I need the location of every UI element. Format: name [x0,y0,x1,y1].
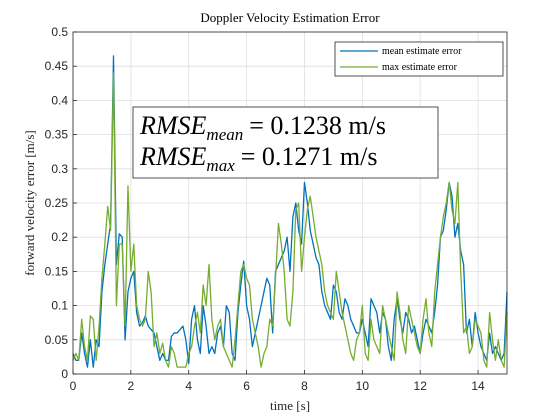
y-tick-label: 0.4 [51,93,68,107]
annotation-line-mean: RMSEmean = 0.1238 m/s [139,111,386,144]
y-tick-label: 0.3 [51,162,68,176]
rmse-subscript-max: max [206,156,235,175]
y-tick-label: 0.25 [45,196,69,210]
x-tick-label: 10 [356,379,370,393]
series-lines [72,55,508,368]
series-line-max [72,72,508,368]
annotation-line-max: RMSEmax = 0.1271 m/s [139,142,377,175]
legend-label-mean: mean estimate error [382,46,462,57]
x-tick-label: 0 [70,379,77,393]
y-tick-label: 0.45 [45,59,69,73]
y-tick-label: 0 [61,367,68,381]
x-tick-label: 6 [243,379,250,393]
legend-box [334,41,504,77]
x-tick-label: 8 [301,379,308,393]
y-tick-label: 0.5 [51,25,68,39]
chart-title: Doppler Velocity Estimation Error [200,10,380,25]
legend-label-max: max estimate error [382,62,458,73]
x-ticks: 0 2 4 6 8 10 12 14 [70,370,485,393]
rmse-symbol: RMSE [139,111,207,140]
y-tick-label: 0.1 [51,299,68,313]
rmse-symbol: RMSE [139,142,207,171]
x-tick-label: 14 [471,379,485,393]
y-tick-label: 0.15 [45,264,69,278]
rmse-value-mean: = 0.1238 m/s [249,111,386,140]
x-axis-label: time [s] [270,398,310,413]
x-tick-label: 4 [185,379,192,393]
y-axis-label: forward velocity error [m/s] [22,130,37,275]
y-tick-label: 0.2 [51,230,68,244]
legend: mean estimate error max estimate error [334,41,504,77]
rmse-subscript-mean: mean [206,125,243,144]
y-ticks: 0 0.05 0.1 0.15 0.2 0.25 0.3 0.35 0.4 0.45 0.5 [45,25,77,381]
x-tick-label: 12 [414,379,428,393]
rmse-value-max: = 0.1271 m/s [241,142,378,171]
y-tick-label: 0.05 [45,333,69,347]
rmse-annotation: RMSEmean = 0.1238 m/s RMSEmax = 0.1271 m/s [132,106,439,179]
x-tick-label: 2 [128,379,135,393]
y-tick-label: 0.35 [45,128,69,142]
annotation-box [132,106,439,179]
